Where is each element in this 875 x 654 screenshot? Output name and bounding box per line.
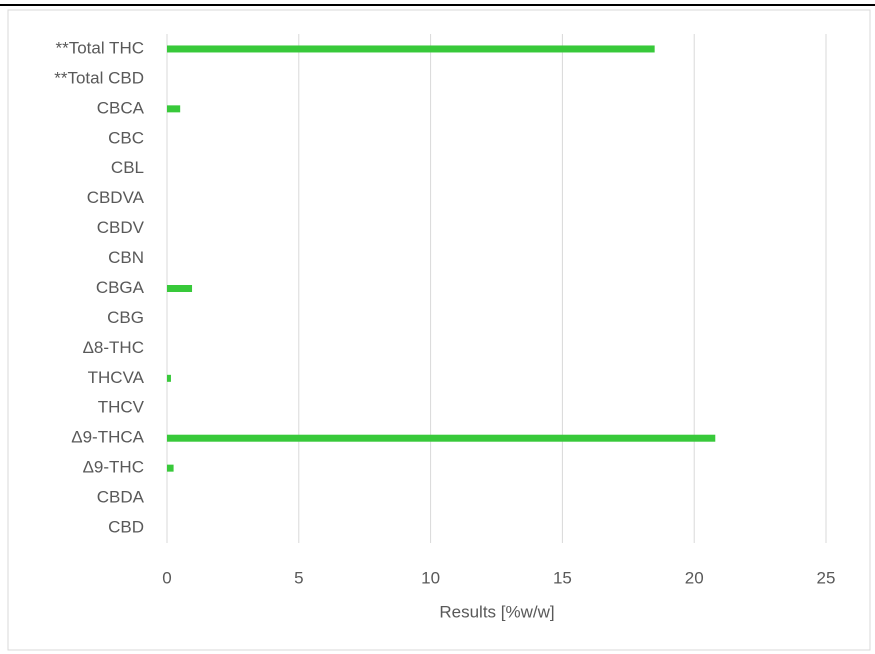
y-tick-label: **Total THC [56,38,145,57]
x-tick-label: 25 [817,568,836,587]
y-tick-label: Δ9-THC [83,458,144,477]
x-tick-label: 0 [162,568,171,587]
chart-frame [7,9,871,651]
x-tick-label: 5 [294,568,303,587]
x-axis-label: Results [%w/w] [439,602,554,621]
y-tick-label: CBDVA [87,188,145,207]
x-tick-label: 20 [685,568,704,587]
bar [167,464,174,472]
y-tick-label: CBGA [96,278,145,297]
y-tick-label: CBCA [97,98,145,117]
y-tick-label: THCV [98,398,145,417]
y-tick-label: CBL [111,158,144,177]
y-tick-label: **Total CBD [54,68,144,87]
y-tick-label: Δ9-THCA [71,428,144,447]
y-tick-label: CBD [108,518,144,537]
bar [167,434,716,442]
x-tick-label: 15 [553,568,572,587]
y-tick-label: Δ8-THC [83,338,144,357]
bar [167,105,181,113]
y-tick-label: CBC [108,128,144,147]
y-tick-label: CBG [107,308,144,327]
y-tick-label: CBN [108,248,144,267]
bar [167,374,171,382]
bar [167,45,655,53]
y-tick-label: CBDA [97,488,145,507]
y-tick-label: THCVA [88,368,145,387]
x-tick-label: 10 [421,568,440,587]
bar [167,285,193,292]
y-tick-label: CBDV [97,218,145,237]
